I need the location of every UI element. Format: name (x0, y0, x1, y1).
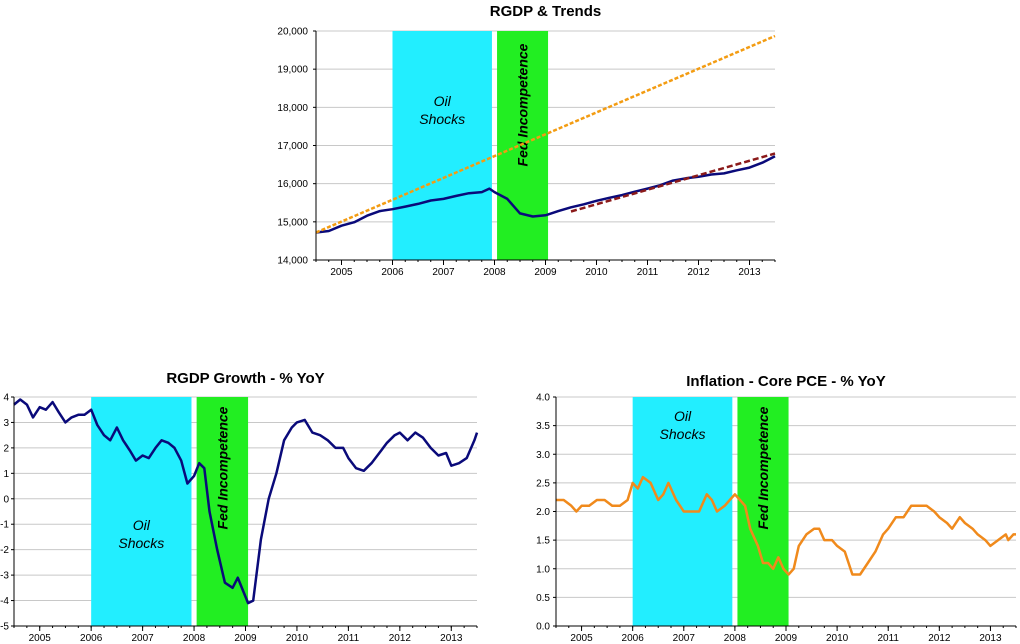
y-tick-label: 2.5 (536, 478, 550, 489)
y-tick-label: 2.0 (536, 507, 550, 518)
x-tick-label: 2005 (330, 267, 353, 278)
x-tick-label: 2007 (432, 267, 455, 278)
x-tick-label: 2006 (622, 633, 645, 644)
series-line-pre-recession-trend (315, 34, 776, 234)
x-tick-label: 2013 (979, 633, 1002, 644)
x-tick-label: 2006 (381, 267, 404, 278)
y-tick-label: -1 (0, 520, 9, 531)
x-tick-label: 2012 (928, 633, 951, 644)
y-tick-label: -5 (0, 622, 9, 633)
x-tick-label: 2012 (687, 267, 710, 278)
y-tick-label: 0 (3, 494, 9, 505)
y-tick-label: 4.0 (536, 393, 550, 404)
x-tick-label: 2010 (826, 633, 849, 644)
series-line-post-recession-trend (570, 152, 776, 213)
x-tick-label: 2010 (286, 633, 309, 644)
chart-title: RGDP & Trends (490, 3, 601, 20)
shade-oil-shocks (392, 31, 492, 260)
y-tick-label: 17,000 (277, 141, 308, 152)
x-tick-label: 2009 (775, 633, 798, 644)
x-tick-label: 2005 (29, 633, 52, 644)
shade-label: Oil (434, 93, 452, 109)
chart-growth: Oil Shocks Fed Incompetence -5 -4 -3 -2 -1 0 1 2 3 4… (0, 370, 479, 644)
y-tick-label: 1.0 (536, 564, 550, 575)
y-tick-label: -4 (0, 596, 9, 607)
shade-label: Shocks (660, 426, 706, 442)
x-tick-label: 2011 (877, 633, 899, 644)
y-tick-label: 4 (3, 393, 9, 404)
x-tick-label: 2012 (389, 633, 412, 644)
shade-label: Oil (674, 408, 692, 424)
y-tick-label: 18,000 (277, 103, 308, 114)
x-tick-label: 2008 (483, 267, 506, 278)
shade-label: Shocks (419, 111, 465, 127)
shade-label: Shocks (118, 535, 164, 551)
shade-oil-shocks (91, 397, 192, 626)
chart-inflation: Oil Shocks Fed Incompetence 0.0 0.5 1.0 1.5 2.0… (536, 373, 1017, 644)
x-tick-label: 2011 (338, 633, 360, 644)
x-tick-label: 2007 (131, 633, 154, 644)
x-tick-label: 2008 (183, 633, 206, 644)
x-tick-label: 2005 (570, 633, 593, 644)
x-tick-label: 2010 (585, 267, 608, 278)
y-tick-label: 1 (3, 469, 9, 480)
y-tick-label: 15,000 (277, 217, 308, 228)
y-tick-label: 1.5 (536, 536, 550, 547)
y-tick-label: 2 (3, 443, 9, 454)
x-tick-label: 2007 (673, 633, 696, 644)
y-tick-label: 19,000 (277, 65, 308, 76)
series-line-rgdp-growth (13, 398, 479, 605)
x-tick-label: 2011 (637, 267, 659, 278)
chart-title: RGDP Growth - % YoY (166, 370, 324, 387)
y-tick-label: -3 (0, 571, 9, 582)
y-tick-label: 20,000 (277, 27, 308, 38)
shade-fed-incompetence (196, 397, 249, 626)
y-tick-label: 14,000 (277, 256, 308, 267)
shade-fed-incompetence (497, 31, 549, 260)
y-tick-label: 3.5 (536, 421, 550, 432)
y-tick-label: 16,000 (277, 179, 308, 190)
x-tick-label: 2009 (534, 267, 557, 278)
chart-rgdp: Oil Shocks Fed Incompetence 14,000 15,000 16,… (277, 3, 776, 278)
x-tick-label: 2008 (724, 633, 747, 644)
shade-label: Oil (133, 517, 151, 533)
x-tick-label: 2013 (738, 267, 761, 278)
chart-title: Inflation - Core PCE - % YoY (686, 373, 885, 390)
y-tick-label: -2 (0, 545, 9, 556)
y-tick-label: 0.0 (536, 622, 550, 633)
x-tick-label: 2006 (80, 633, 103, 644)
y-tick-label: 0.5 (536, 593, 550, 604)
x-tick-label: 2009 (234, 633, 257, 644)
shade-label: Fed Incompetence (755, 406, 771, 529)
series-line-core-pce (556, 475, 1016, 576)
y-tick-label: 3 (3, 418, 9, 429)
shade-label: Fed Incompetence (515, 43, 531, 166)
shade-label: Fed Incompetence (214, 406, 230, 529)
x-tick-label: 2013 (440, 633, 463, 644)
y-tick-label: 3.0 (536, 450, 550, 461)
